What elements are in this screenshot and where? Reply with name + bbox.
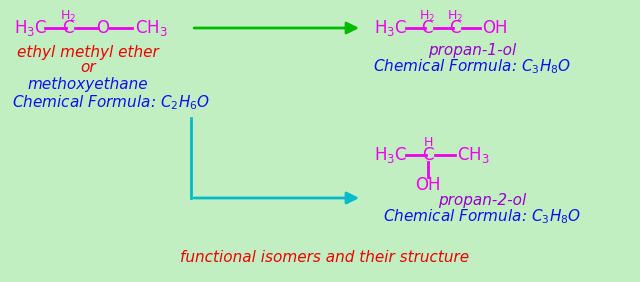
Text: H$_3$C: H$_3$C (374, 18, 407, 38)
Text: propan-1-ol: propan-1-ol (428, 43, 516, 58)
Text: or: or (80, 61, 95, 76)
Text: C: C (422, 146, 434, 164)
Text: methoxyethane: methoxyethane (28, 76, 148, 91)
Text: Chemical Formula: C$_2$H$_6$O: Chemical Formula: C$_2$H$_6$O (12, 94, 210, 112)
Text: C: C (449, 19, 460, 37)
Text: O: O (96, 19, 109, 37)
Text: OH: OH (482, 19, 508, 37)
Text: H$_3$C: H$_3$C (14, 18, 47, 38)
Text: C: C (62, 19, 74, 37)
Text: C: C (421, 19, 433, 37)
Text: H$_2$: H$_2$ (419, 8, 435, 24)
Text: propan-2-ol: propan-2-ol (438, 193, 526, 208)
Text: H$_2$: H$_2$ (60, 8, 76, 24)
Text: CH$_3$: CH$_3$ (456, 145, 490, 165)
Text: Chemical Formula: C$_3$H$_8$O: Chemical Formula: C$_3$H$_8$O (373, 58, 572, 76)
Text: H$_3$C: H$_3$C (374, 145, 407, 165)
Text: CH$_3$: CH$_3$ (135, 18, 168, 38)
Text: H: H (423, 136, 433, 149)
Text: functional isomers and their structure: functional isomers and their structure (180, 250, 469, 265)
Text: Chemical Formula: C$_3$H$_8$O: Chemical Formula: C$_3$H$_8$O (383, 208, 581, 226)
Text: H$_2$: H$_2$ (447, 8, 463, 24)
Text: ethyl methyl ether: ethyl methyl ether (17, 45, 159, 60)
Text: OH: OH (415, 176, 441, 194)
